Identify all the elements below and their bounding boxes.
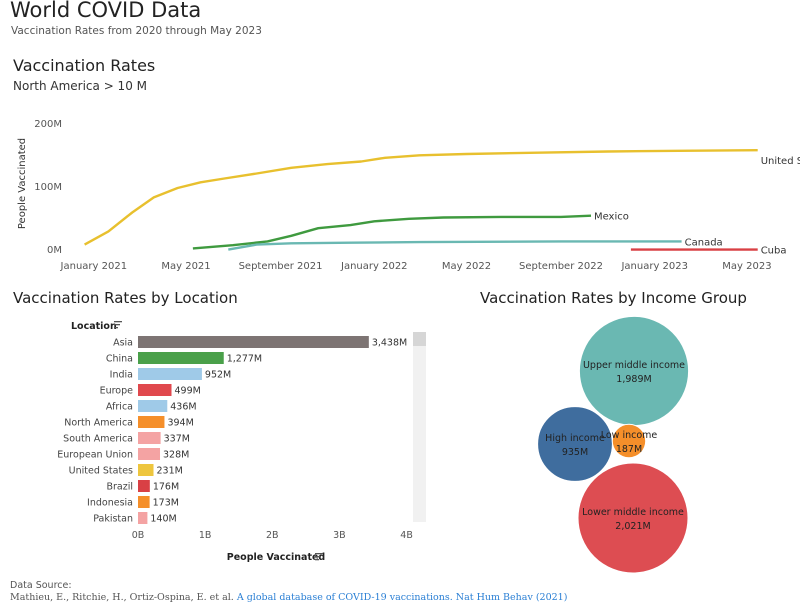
- bar-chart-title: Vaccination Rates by Location: [13, 289, 238, 307]
- location-column-header[interactable]: Location: [71, 321, 117, 332]
- series-label-cuba: Cuba: [761, 246, 787, 257]
- category-label-united-states: United States: [69, 466, 133, 477]
- dashboard-title: World COVID Data: [10, 0, 202, 22]
- series-label-united-states: United States: [761, 156, 800, 167]
- category-label-india: India: [110, 370, 133, 381]
- value-label-africa: 436M: [170, 402, 196, 413]
- bar-north-america[interactable]: [138, 416, 165, 428]
- bar-indonesia[interactable]: [138, 496, 150, 508]
- value-label-asia: 3,438M: [372, 338, 407, 349]
- x-axis-sort-icon[interactable]: [315, 553, 323, 561]
- bubble-value-high-income: 935M: [562, 447, 588, 458]
- x-tick-label-may-2021: May 2021: [161, 261, 210, 272]
- bar-european-union[interactable]: [138, 448, 161, 460]
- x-tick-label-0b: 0B: [132, 530, 145, 541]
- y-tick-label-200m: 200M: [34, 119, 62, 130]
- x-tick-label-may-2022: May 2022: [442, 261, 491, 272]
- bar-india[interactable]: [138, 368, 202, 380]
- y-axis-title: People Vaccinated: [17, 138, 28, 229]
- x-tick-label-1b: 1B: [199, 530, 212, 541]
- y-tick-label-0m: 0M: [47, 245, 62, 256]
- value-label-indonesia: 173M: [153, 498, 179, 509]
- bubble-name-lower-middle-income: Lower middle income: [582, 507, 684, 518]
- x-tick-label-2b: 2B: [266, 530, 279, 541]
- bar-china[interactable]: [138, 352, 224, 364]
- category-label-north-america: North America: [64, 418, 133, 429]
- bubble-low-income[interactable]: [611, 423, 647, 459]
- value-label-india: 952M: [205, 370, 231, 381]
- x-tick-label-4b: 4B: [400, 530, 413, 541]
- dashboard-subtitle: Vaccination Rates from 2020 through May …: [11, 25, 262, 37]
- bubble-name-high-income: High income: [545, 433, 605, 444]
- bar-asia[interactable]: [138, 336, 369, 348]
- x-tick-label-may-2023: May 2023: [722, 261, 771, 272]
- line-chart-filter-caption: North America > 10 M: [13, 79, 147, 93]
- line-chart[interactable]: 0M 100M 200M People Vaccinated January 2021 M…: [0, 0, 800, 290]
- bar-united-states[interactable]: [138, 464, 154, 476]
- value-label-south-america: 337M: [164, 434, 190, 445]
- category-label-south-america: South America: [63, 434, 133, 445]
- value-label-brazil: 176M: [153, 482, 179, 493]
- series-line-mexico[interactable]: [192, 214, 592, 250]
- bar-pakistan[interactable]: [138, 512, 148, 524]
- category-label-europe: Europe: [100, 386, 134, 397]
- value-label-united-states: 231M: [157, 466, 183, 477]
- y-tick-label-100m: 100M: [34, 182, 62, 193]
- x-tick-label-september-2021: September 2021: [239, 261, 323, 272]
- category-label-africa: Africa: [106, 402, 133, 413]
- bubble-name-low-income: Low income: [601, 430, 658, 441]
- series-line-united-states[interactable]: [84, 149, 758, 246]
- series-label-canada: Canada: [685, 237, 723, 248]
- x-tick-label-january-2022: January 2022: [340, 261, 408, 272]
- bubble-chart-title: Vaccination Rates by Income Group: [480, 289, 747, 307]
- bubble-chart[interactable]: Upper middle income 1,989M High income 935M…: [460, 310, 800, 575]
- line-chart-title: Vaccination Rates: [13, 56, 156, 75]
- series-label-mexico: Mexico: [594, 212, 629, 223]
- bar-chart[interactable]: Location Asia 3,438M China 1,277M India 952M Eu…: [0, 310, 460, 570]
- x-tick-label-september-2022: September 2022: [519, 261, 603, 272]
- source-citation-authors: Mathieu, E., Ritchie, H., Ortiz-Ospina, …: [10, 592, 234, 603]
- x-tick-label-3b: 3B: [333, 530, 346, 541]
- category-label-china: China: [106, 354, 133, 365]
- value-label-europe: 499M: [175, 386, 201, 397]
- x-tick-label-january-2023: January 2023: [620, 261, 688, 272]
- category-label-pakistan: Pakistan: [93, 514, 133, 525]
- category-label-european-union: European Union: [57, 450, 133, 461]
- bar-africa[interactable]: [138, 400, 168, 412]
- value-label-north-america: 394M: [167, 418, 193, 429]
- category-label-indonesia: Indonesia: [87, 498, 133, 509]
- bubble-upper-middle-income[interactable]: [578, 315, 690, 427]
- sort-icon[interactable]: [114, 321, 122, 329]
- bubble-value-low-income: 187M: [616, 444, 642, 455]
- source-label: Data Source:: [10, 580, 72, 591]
- bar-brazil[interactable]: [138, 480, 150, 492]
- series-line-canada[interactable]: [228, 240, 682, 251]
- category-label-brazil: Brazil: [106, 482, 133, 493]
- x-tick-label-january-2021: January 2021: [60, 261, 128, 272]
- bar-europe[interactable]: [138, 384, 172, 396]
- scrollbar-track[interactable]: [413, 332, 426, 522]
- bubble-lower-middle-income[interactable]: [577, 462, 689, 574]
- scrollbar-thumb[interactable]: [413, 332, 426, 346]
- bubble-value-upper-middle-income: 1,989M: [616, 374, 651, 385]
- source-citation: Mathieu, E., Ritchie, H., Ortiz-Ospina, …: [10, 592, 567, 603]
- value-label-china: 1,277M: [227, 354, 262, 365]
- category-label-asia: Asia: [113, 338, 133, 349]
- bubble-name-upper-middle-income: Upper middle income: [583, 360, 685, 371]
- bubble-value-lower-middle-income: 2,021M: [615, 521, 650, 532]
- bar-south-america[interactable]: [138, 432, 161, 444]
- value-label-european-union: 328M: [163, 450, 189, 461]
- x-axis-title[interactable]: People Vaccinated: [227, 552, 325, 563]
- source-citation-link[interactable]: A global database of COVID-19 vaccinatio…: [236, 592, 568, 603]
- bubble-high-income[interactable]: [537, 406, 613, 482]
- value-label-pakistan: 140M: [150, 514, 176, 525]
